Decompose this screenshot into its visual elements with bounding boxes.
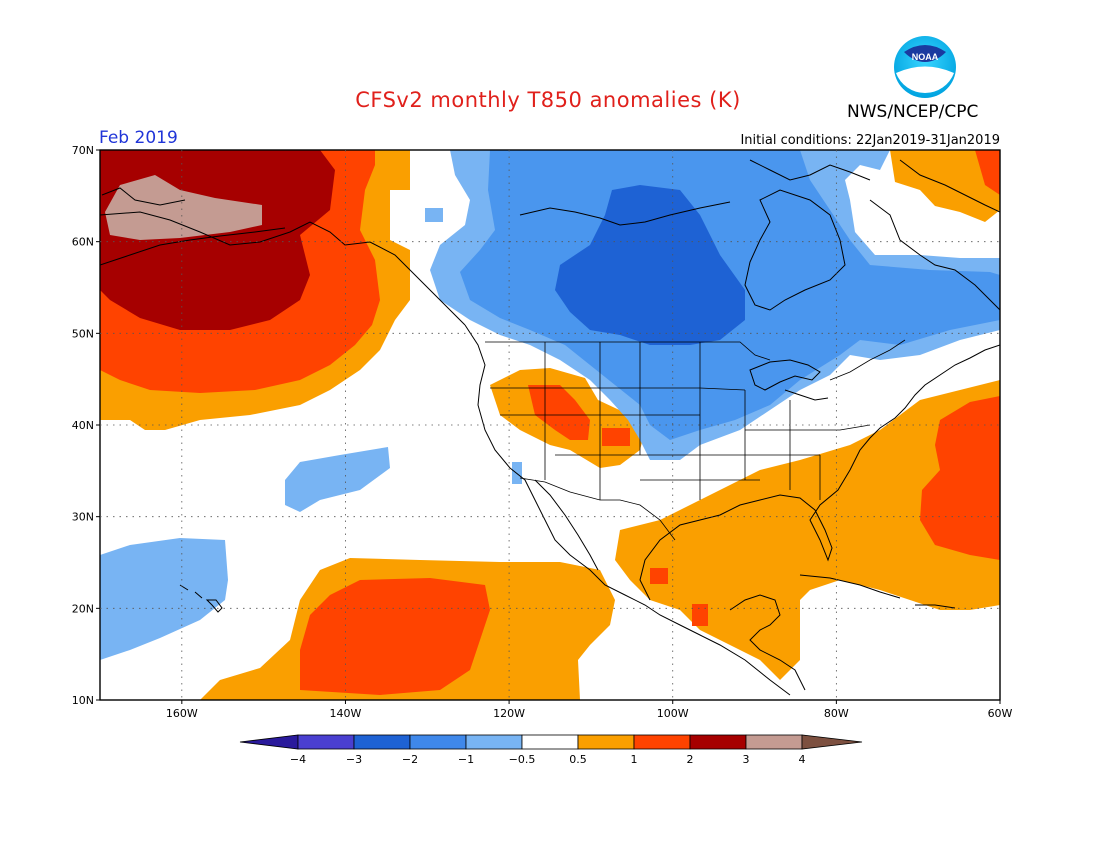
forecast-month: Feb 2019 — [99, 128, 178, 148]
anomaly-region-pos1-mexico-s — [692, 604, 708, 626]
anomaly-region-pos1-colorado — [602, 428, 630, 446]
legend-label: 4 — [799, 753, 806, 766]
lat-tick-label: 10N — [72, 694, 94, 707]
graticule — [100, 150, 1000, 700]
legend-swatch — [465, 734, 523, 750]
lat-tick-label: 20N — [72, 602, 94, 615]
initial-conditions: Initial conditions: 22Jan2019-31Jan2019 — [740, 133, 1000, 148]
axis-ticks: 10N 20N 30N 40N 50N 60N 70N 160W 140W 120W 100W 80W… — [72, 144, 1013, 720]
lon-tick-label: 140W — [330, 707, 362, 720]
legend-swatch — [353, 734, 411, 750]
anomaly-region-neg05-hawaii — [100, 538, 228, 660]
legend-label: −1 — [458, 753, 474, 766]
lat-tick-label: 70N — [72, 144, 94, 157]
legend-low-arrow — [239, 734, 299, 750]
anomaly-region-pos05-hudson-ne — [890, 150, 1000, 222]
lat-tick-label: 30N — [72, 511, 94, 524]
legend-swatch — [297, 734, 355, 750]
anomaly-region-neg2-canada — [555, 185, 745, 345]
anomaly-region-pos1-west — [528, 385, 590, 440]
lat-tick-label: 50N — [72, 327, 94, 340]
anomaly-region-pos1-atlantic — [920, 396, 1000, 560]
legend-swatch — [633, 734, 691, 750]
lat-tick-label: 60N — [72, 236, 94, 249]
legend-label: 2 — [687, 753, 694, 766]
agency-label: NWS/NCEP/CPC — [847, 102, 979, 122]
legend-swatch — [689, 734, 747, 750]
legend-swatch — [745, 734, 803, 750]
legend-high-arrow — [801, 734, 863, 750]
legend-swatch — [409, 734, 467, 750]
political-borders — [485, 339, 906, 541]
legend-label: −2 — [402, 753, 418, 766]
anomaly-region-neg05-gulfak — [425, 208, 443, 222]
lon-tick-label: 160W — [166, 707, 198, 720]
anomaly-region-neg05-pacific — [285, 447, 390, 512]
noaa-logo-text: NOAA — [912, 52, 939, 62]
legend-label: −4 — [290, 753, 306, 766]
legend-label: −3 — [346, 753, 362, 766]
legend-label: 0.5 — [569, 753, 587, 766]
legend-swatch — [577, 734, 635, 750]
legend-label: −0.5 — [509, 753, 536, 766]
lon-tick-label: 80W — [824, 707, 849, 720]
anomaly-region-pos1-mexico — [650, 568, 668, 584]
coastlines — [100, 159, 1000, 696]
chart-title: CFSv2 monthly T850 anomalies (K) — [355, 88, 741, 112]
legend-colorbar: −4 −3 −2 −1 −0.5 0.5 1 2 3 4 — [239, 734, 863, 766]
anomaly-region-pos3-alaska — [105, 175, 262, 240]
lon-tick-label: 120W — [493, 707, 525, 720]
legend-swatch — [521, 734, 579, 750]
noaa-logo-icon: NOAA — [894, 36, 956, 98]
anomaly-region-pos1-subtrop — [300, 578, 490, 695]
anomaly-region-pos1-ne — [975, 150, 1000, 195]
lat-tick-label: 40N — [72, 419, 94, 432]
legend-label: 3 — [743, 753, 750, 766]
lon-tick-label: 100W — [657, 707, 689, 720]
anomaly-region-pos05-gulf — [615, 380, 1000, 680]
legend-label: 1 — [631, 753, 638, 766]
lon-tick-label: 60W — [988, 707, 1013, 720]
